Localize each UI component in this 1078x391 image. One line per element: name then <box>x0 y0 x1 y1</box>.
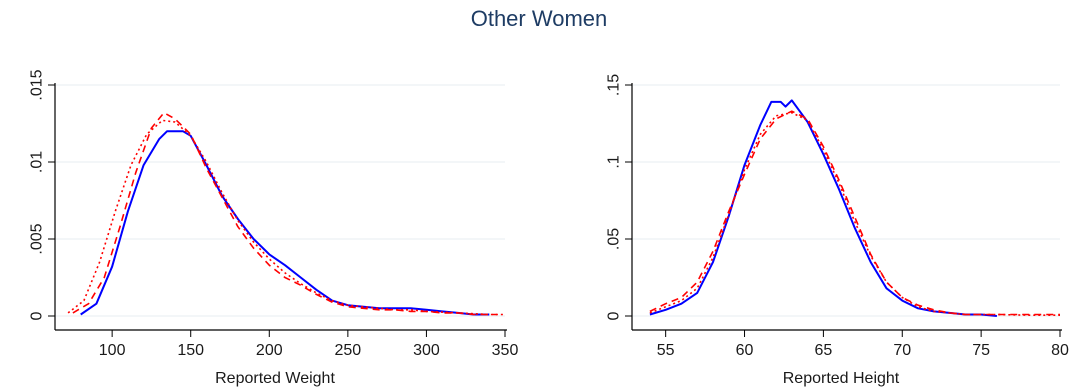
x-axis-title: Reported Height <box>783 370 900 387</box>
x-tick-label: 80 <box>1051 342 1069 359</box>
y-tick-label: .15 <box>606 74 623 96</box>
x-tick-label: 55 <box>657 342 675 359</box>
x-tick-label: 150 <box>177 342 204 359</box>
x-tick-label: 70 <box>893 342 911 359</box>
y-tick-label: 0 <box>606 311 623 320</box>
x-tick-label: 250 <box>335 342 362 359</box>
density-line-dotted <box>649 111 1060 316</box>
density-line-solid <box>80 130 490 316</box>
density-line-dotted <box>67 119 505 316</box>
y-tick-label: .005 <box>29 223 46 254</box>
y-tick-label: .01 <box>29 151 46 173</box>
y-tick-label: .015 <box>29 69 46 100</box>
figure-title: Other Women <box>470 6 608 31</box>
x-tick-label: 100 <box>99 342 126 359</box>
height-density-panel: 0 .05 .1 .15 55 60 65 70 75 80 Reported Height <box>606 74 1070 387</box>
density-line-dashed <box>649 110 1060 316</box>
x-tick-label: 65 <box>814 342 832 359</box>
x-tick-label: 75 <box>972 342 990 359</box>
density-line-solid <box>649 99 997 317</box>
x-tick-label: 200 <box>256 342 283 359</box>
weight-density-panel: 0 .005 .01 .015 100 150 200 250 300 350 Reported W… <box>29 69 519 387</box>
y-tick-label: .1 <box>606 155 623 168</box>
x-tick-label: 350 <box>492 342 519 359</box>
y-tick-label: .05 <box>606 228 623 250</box>
x-axis-title: Reported Weight <box>215 370 335 387</box>
y-tick-label: 0 <box>29 311 46 320</box>
x-tick-label: 60 <box>736 342 754 359</box>
x-tick-label: 300 <box>413 342 440 359</box>
density-line-dashed <box>72 111 498 316</box>
